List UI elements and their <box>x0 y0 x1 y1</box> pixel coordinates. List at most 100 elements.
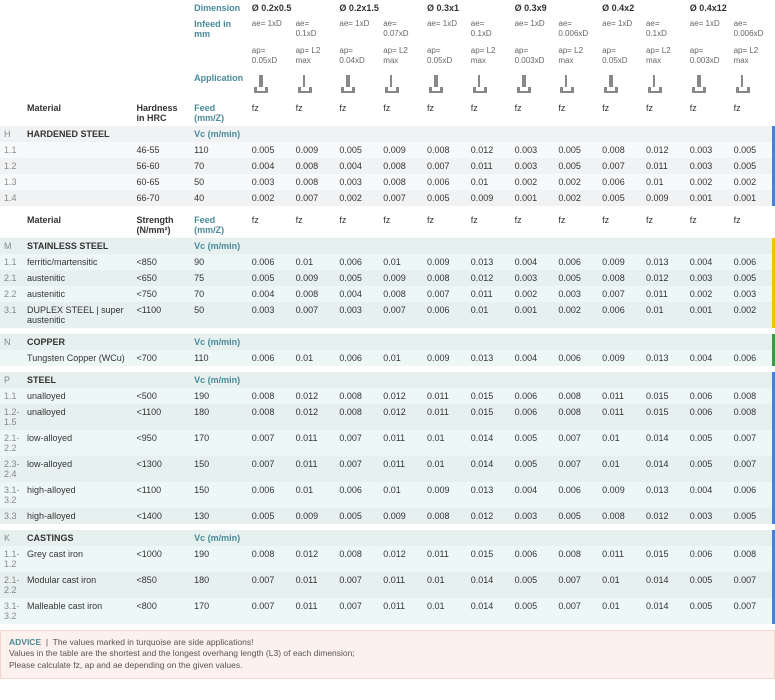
row-id: 2.2 <box>0 286 23 302</box>
fz-value: 0.009 <box>423 482 467 508</box>
row-id: 1.1-1.2 <box>0 546 23 572</box>
material-name: high-alloyed <box>23 482 133 508</box>
fz-value: 0.008 <box>292 174 336 190</box>
side-slot-icon <box>646 87 664 97</box>
fz-value: 0.006 <box>598 302 642 328</box>
fz-header: fz <box>379 212 423 238</box>
property-value: <1400 <box>133 508 191 524</box>
fz-value: 0.006 <box>730 254 774 270</box>
vc-header: Vc (m/min) <box>190 372 248 388</box>
fz-value: 0.005 <box>511 572 555 598</box>
fz-value: 0.005 <box>686 456 730 482</box>
fz-value: 0.003 <box>730 286 774 302</box>
fz-value: 0.013 <box>642 254 686 270</box>
fz-value: 0.003 <box>511 270 555 286</box>
fz-value: 0.006 <box>554 350 598 366</box>
fz-value: 0.011 <box>642 286 686 302</box>
property-value: 46-55 <box>133 142 191 158</box>
dimension-4: Ø 0.4x2 <box>598 0 686 16</box>
fz-value: 0.012 <box>292 388 336 404</box>
fz-value: 0.014 <box>642 430 686 456</box>
fz-value: 0.008 <box>598 142 642 158</box>
fz-value: 0.004 <box>686 350 730 366</box>
advice-box: ADVICE | The values marked in turquoise … <box>0 630 775 680</box>
fz-value: 0.01 <box>598 572 642 598</box>
fz-value: 0.012 <box>467 270 511 286</box>
fz-value: 0.015 <box>467 404 511 430</box>
vc-value: 90 <box>190 254 248 270</box>
material-name <box>23 174 133 190</box>
fz-header: fz <box>730 212 774 238</box>
material-name: DUPLEX STEEL | super austenitic <box>23 302 133 328</box>
fz-value: 0.011 <box>292 456 336 482</box>
fz-value: 0.007 <box>248 430 292 456</box>
fz-value: 0.01 <box>379 482 423 508</box>
fz-value: 0.005 <box>554 270 598 286</box>
fz-header: fz <box>598 100 642 126</box>
fz-value: 0.008 <box>730 546 774 572</box>
vc-value: 190 <box>190 546 248 572</box>
section-code: M <box>0 238 23 254</box>
fz-value: 0.009 <box>598 482 642 508</box>
full-slot-icon <box>690 87 708 97</box>
vc-value: 110 <box>190 142 248 158</box>
material-name: Modular cast iron <box>23 572 133 598</box>
fz-value: 0.004 <box>511 350 555 366</box>
fz-value: 0.009 <box>292 270 336 286</box>
fz-header: fz <box>511 212 555 238</box>
property-header: Hardness in HRC <box>133 100 191 126</box>
fz-value: 0.003 <box>248 174 292 190</box>
fz-value: 0.007 <box>730 456 774 482</box>
fz-value: 0.005 <box>730 142 774 158</box>
fz-value: 0.009 <box>379 508 423 524</box>
fz-value: 0.012 <box>642 270 686 286</box>
property-value: 56-60 <box>133 158 191 174</box>
full-slot-icon <box>427 87 445 97</box>
property-value: <650 <box>133 270 191 286</box>
fz-value: 0.013 <box>467 254 511 270</box>
fz-header: fz <box>598 212 642 238</box>
fz-value: 0.004 <box>511 254 555 270</box>
fz-value: 0.003 <box>511 158 555 174</box>
fz-value: 0.004 <box>511 482 555 508</box>
fz-value: 0.008 <box>335 388 379 404</box>
fz-value: 0.013 <box>642 482 686 508</box>
material-name: low-alloyed <box>23 456 133 482</box>
row-id: 3.1-3.2 <box>0 598 23 624</box>
material-name: austenitic <box>23 270 133 286</box>
fz-value: 0.01 <box>292 482 336 508</box>
side-slot-icon <box>471 87 489 97</box>
fz-header: fz <box>642 212 686 238</box>
fz-value: 0.008 <box>598 270 642 286</box>
material-header: Material <box>23 100 133 126</box>
fz-value: 0.001 <box>730 190 774 206</box>
property-value: 60-65 <box>133 174 191 190</box>
material-name: Malleable cast iron <box>23 598 133 624</box>
fz-value: 0.013 <box>467 482 511 508</box>
fz-value: 0.002 <box>730 302 774 328</box>
advice-line2: Values in the table are the shortest and… <box>9 648 355 658</box>
vc-value: 170 <box>190 598 248 624</box>
fz-value: 0.001 <box>511 190 555 206</box>
material-name <box>23 190 133 206</box>
fz-value: 0.008 <box>598 508 642 524</box>
fz-value: 0.012 <box>379 546 423 572</box>
fz-value: 0.005 <box>248 270 292 286</box>
infeed-label: Infeed in mm <box>190 16 248 70</box>
fz-value: 0.011 <box>642 158 686 174</box>
fz-value: 0.002 <box>730 174 774 190</box>
fz-value: 0.015 <box>642 388 686 404</box>
property-value: <850 <box>133 254 191 270</box>
fz-value: 0.006 <box>248 350 292 366</box>
fz-value: 0.008 <box>248 404 292 430</box>
fz-value: 0.009 <box>292 142 336 158</box>
fz-value: 0.003 <box>335 302 379 328</box>
vc-value: 170 <box>190 430 248 456</box>
fz-value: 0.006 <box>554 482 598 508</box>
fz-value: 0.005 <box>686 598 730 624</box>
fz-value: 0.013 <box>642 350 686 366</box>
section-title: CASTINGS <box>23 530 133 546</box>
fz-header: fz <box>248 212 292 238</box>
advice-label: ADVICE <box>9 637 41 647</box>
fz-value: 0.01 <box>642 174 686 190</box>
